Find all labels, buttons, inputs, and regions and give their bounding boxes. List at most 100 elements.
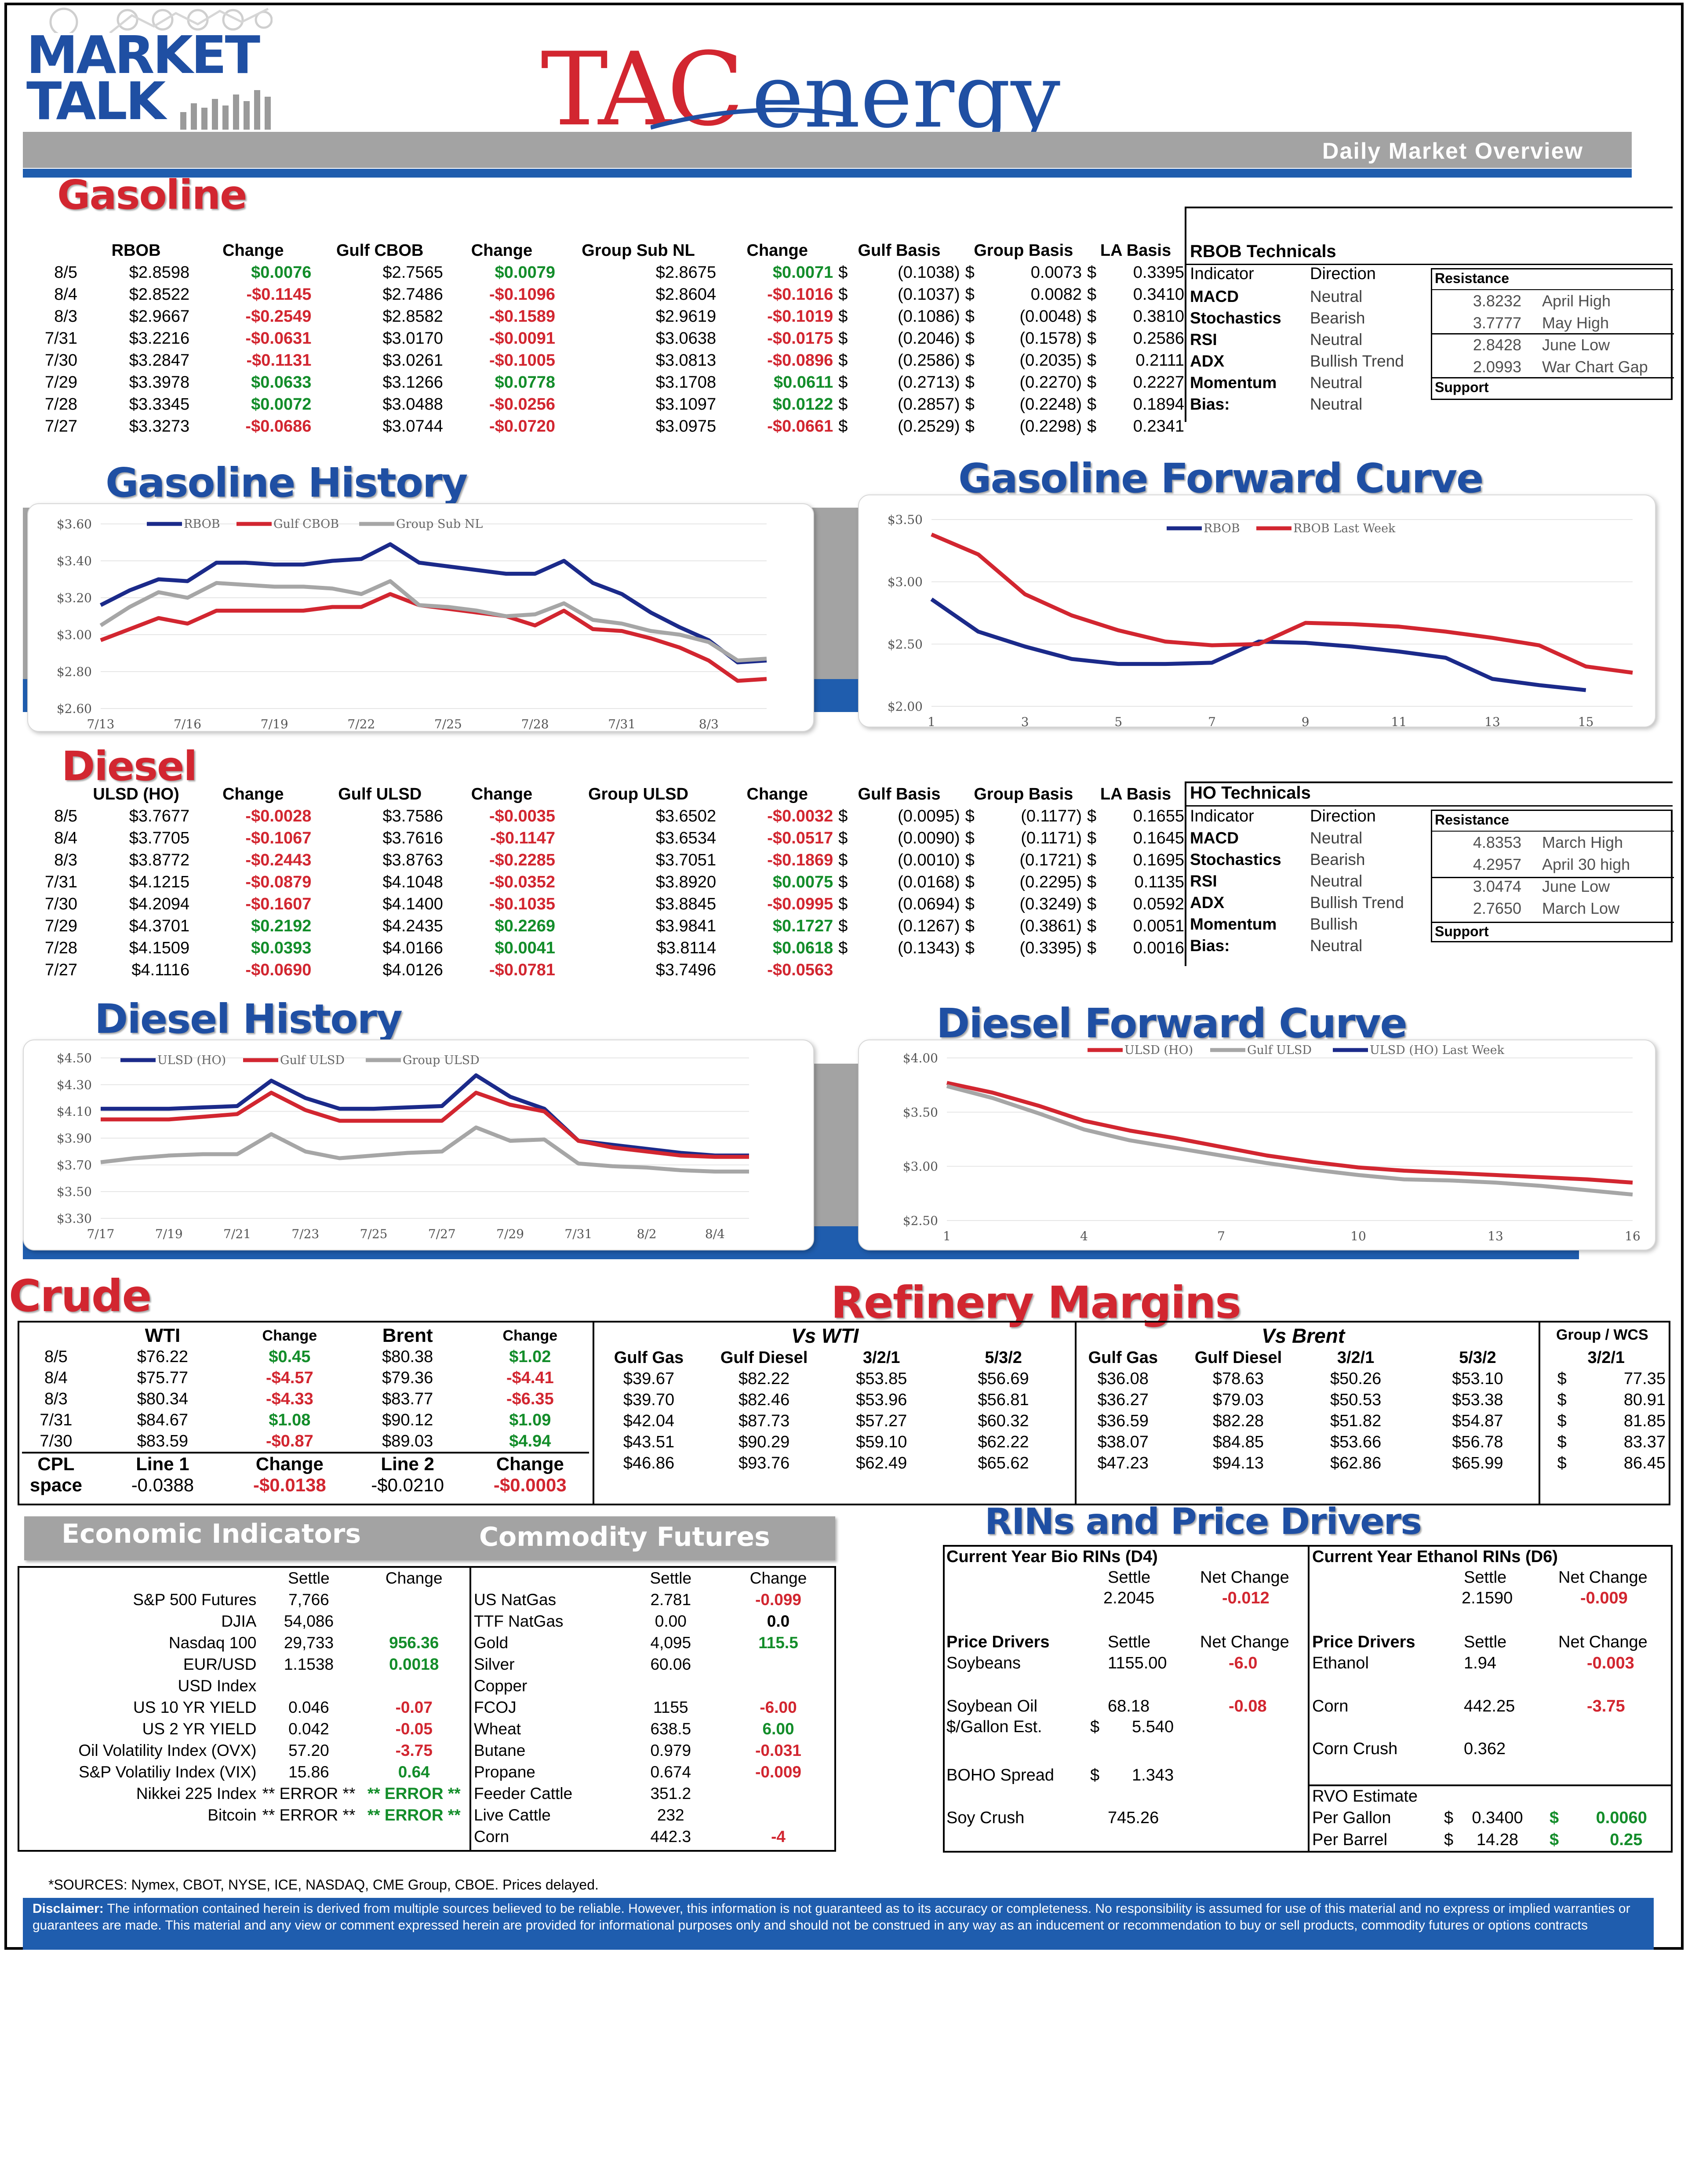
cell-group: $3.0975 [655,417,717,436]
cell-date: 7/31 [45,329,78,348]
indicator-name: Bias: [1190,937,1230,955]
cpl-line1-header: Line 1 [136,1454,189,1474]
col-header: 3/2/1 [1337,1348,1375,1367]
indicator-row: Oil Volatility Index (OVX) 57.20 -3.75 [19,1740,469,1761]
rvo-name: Per Barrel [1312,1831,1388,1849]
indicator-settle: 638.5 [650,1720,691,1738]
cell-rbob: $2.8598 [129,263,190,282]
cell-date: 7/27 [45,417,78,436]
indicator-row: S&P 500 Futures 7,766 [19,1589,469,1610]
col-header: Gulf Gas [614,1348,684,1367]
indicator-name: RSI [1190,872,1217,890]
dollar-sign: $ [965,285,975,304]
col-header: ULSD (HO) [93,785,179,803]
indicator-name: Nasdaq 100 [168,1634,257,1652]
indicator-name: ADX [1190,894,1225,912]
x-tick-label: 9 [1302,715,1310,728]
col-header: Gulf Diesel [1194,1348,1282,1367]
x-tick-label: 7/21 [223,1227,251,1241]
indicator-settle: 232 [657,1806,684,1824]
x-tick-label: 15 [1578,715,1594,728]
price-row: 8/4 $3.7705 -$0.1067 $3.7616 -$0.1147 $3.6534… [26,827,1187,849]
x-tick-label: 8/4 [705,1227,725,1241]
basis-value: (0.2529) [898,417,960,436]
cell-margin: $65.99 [1452,1454,1503,1472]
driver-settle: 442.25 [1464,1697,1515,1715]
indicator-name: Wheat [474,1720,521,1738]
cell-group: $2.8604 [655,285,717,304]
cell-date: 8/5 [54,807,78,825]
logo-gears [44,7,273,36]
indicator-change [722,1675,834,1697]
indicator-settle [619,1675,723,1697]
indicator-row: Nasdaq 100 29,733 956.36 [19,1632,469,1653]
indicator-change: -0.07 [395,1698,433,1716]
x-tick-label: 3 [1021,715,1029,728]
indicator-row: Gold 4,095 115.5 [471,1632,834,1653]
y-tick-label: $4.00 [903,1051,938,1065]
y-tick-label: $4.50 [57,1051,92,1065]
indicator-row: Copper [471,1675,834,1697]
dollar-sign: $ [838,263,848,282]
legend-label: ULSD (HO) Last Week [1370,1043,1505,1057]
cell-group: $3.8920 [655,873,717,891]
col-header: 5/3/2 [985,1348,1022,1367]
indicator-direction: Neutral [1310,872,1363,890]
cell-c1: $0.0633 [251,373,312,392]
col-header: Change [746,241,808,260]
dollar-sign: $ [1087,807,1097,825]
basis-value: 0.0016 [1133,939,1184,957]
basis-value: (0.1578) [1019,329,1082,348]
cell-c2: -$0.1035 [489,895,556,913]
indicator-name: Bitcoin [207,1806,257,1824]
basis-value: 0.1645 [1133,829,1184,847]
cell-c3: -$0.0661 [767,417,833,436]
cell-c2: -$0.0352 [489,873,556,891]
cell-brent: $90.12 [382,1411,433,1429]
legend-label: Group Sub NL [396,517,483,531]
cell-c1: -$0.1607 [245,895,312,913]
cell-c3: -$0.0995 [767,895,833,913]
cell-gb: $ (0.1038) [836,262,962,283]
cell-margin: $53.66 [1330,1433,1382,1451]
basis-value: 0.1894 [1133,395,1184,414]
x-tick-label: 5 [1114,715,1122,728]
cell-grb: $ (0.2035) [963,349,1084,371]
d6-settle: 2.1590 [1462,1589,1513,1607]
driver-settle: 745.26 [1108,1809,1159,1827]
indicator-settle: 29,733 [284,1634,334,1652]
price-row: 7/29 $3.3978 $0.0633 $3.1266 $0.0778 $3.1708 $… [26,371,1187,393]
legend-label: Gulf ULSD [1247,1043,1312,1057]
price-row: 7/29 $4.3701 $0.2192 $4.2435 $0.2269 $3.9841 $… [26,915,1187,937]
cell-group: $3.1097 [655,395,717,414]
refinery-row: $39.70 $82.46 $53.96 $56.81 $36.27 $79.03 $50.… [596,1389,1668,1410]
col-header: Gulf Basis [858,785,941,803]
y-tick-label: $3.90 [57,1131,92,1146]
diesel-table: ULSD (HO) Change Gulf ULSD Change Group … [26,783,1187,981]
cell-gulf: $2.8582 [382,307,443,326]
cell-margin: $87.73 [738,1412,790,1430]
indicator-row: Wheat 638.5 6.00 [471,1718,834,1740]
cell-rbob: $3.7705 [129,829,190,847]
cell-date: 7/29 [45,373,78,392]
cell-c2: $0.2269 [495,917,556,935]
basis-value: (0.1343) [898,939,960,957]
refinery-title: Refinery Margins [831,1277,1241,1328]
level-value: 2.8428 [1473,336,1521,354]
support-label: Support [1435,923,1489,939]
basis-value: (0.1721) [1019,851,1082,869]
dollar-sign: $ [965,851,975,869]
cell-c3: $0.0611 [774,373,833,392]
dollar-sign: $ [965,263,975,282]
basis-value: (0.3249) [1019,895,1082,913]
col-header: Gulf Basis [858,241,941,260]
cell-c2: -$0.1096 [489,285,556,304]
crude-title: Crude [9,1270,152,1322]
cell-wti: $76.22 [137,1348,189,1366]
cell-bc: $1.09 [509,1411,551,1429]
rins-title: RINs and Price Drivers [985,1501,1422,1543]
wcs-value: 81.85 [1623,1412,1666,1430]
basis-value: 0.2111 [1135,351,1184,370]
cell-brent: $83.77 [382,1390,433,1408]
driver-name: Ethanol [1312,1654,1369,1672]
